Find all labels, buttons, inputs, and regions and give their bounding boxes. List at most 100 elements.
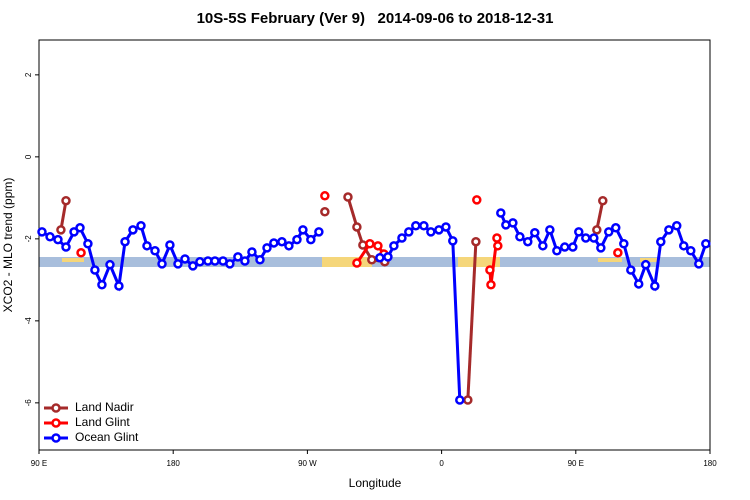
data-point xyxy=(277,236,287,247)
data-point xyxy=(419,220,429,231)
data-point xyxy=(441,222,451,232)
x-tick-label: 90 W xyxy=(298,459,317,468)
data-point xyxy=(45,232,55,242)
data-point xyxy=(195,257,205,267)
data-point xyxy=(486,280,496,290)
data-point xyxy=(97,280,107,290)
data-point xyxy=(284,241,294,251)
x-axis-label: Longitude xyxy=(349,476,402,490)
data-point xyxy=(233,252,243,262)
data-point xyxy=(596,243,606,253)
land-band xyxy=(598,258,622,262)
data-point xyxy=(568,242,578,252)
data-point xyxy=(664,225,674,235)
data-point xyxy=(314,227,324,237)
y-tick-label: -2 xyxy=(24,235,33,243)
data-point xyxy=(365,239,375,249)
data-point xyxy=(560,242,570,252)
data-point xyxy=(225,259,235,269)
data-point xyxy=(352,222,362,232)
data-point xyxy=(471,236,481,247)
data-point xyxy=(292,234,302,245)
data-point xyxy=(69,227,79,237)
data-point xyxy=(613,248,623,258)
data-point xyxy=(694,259,704,269)
data-point xyxy=(83,239,93,249)
data-point xyxy=(247,247,257,257)
data-point xyxy=(262,243,272,253)
data-point xyxy=(90,265,100,275)
data-point xyxy=(448,236,458,246)
data-point xyxy=(76,248,86,258)
y-tick-label: 2 xyxy=(24,72,33,77)
y-tick-label: -6 xyxy=(24,399,33,407)
data-point xyxy=(701,239,711,249)
data-point xyxy=(142,241,152,251)
data-point xyxy=(496,208,506,218)
data-point xyxy=(343,192,353,202)
data-point xyxy=(320,191,330,201)
data-point xyxy=(671,220,682,231)
y-tick-label: -4 xyxy=(24,317,33,325)
data-point xyxy=(530,227,540,238)
legend-swatch-marker xyxy=(51,433,61,443)
data-point xyxy=(188,261,198,271)
legend-swatch-marker xyxy=(51,403,61,413)
data-point xyxy=(686,245,696,256)
data-point xyxy=(298,225,308,235)
legend-label: Land Glint xyxy=(75,415,130,429)
data-point xyxy=(455,395,465,405)
data-point xyxy=(210,256,220,266)
data-point xyxy=(592,225,602,235)
data-point xyxy=(426,227,436,237)
data-point xyxy=(136,220,146,231)
data-point xyxy=(492,233,502,243)
data-point xyxy=(472,195,482,205)
y-axis-label: XCO2 - MLO trend (ppm) xyxy=(1,178,15,313)
data-point xyxy=(105,259,115,270)
data-point xyxy=(320,207,330,217)
data-point xyxy=(255,255,265,265)
data-point xyxy=(120,236,130,247)
x-tick-label: 90 E xyxy=(568,459,584,468)
data-point xyxy=(656,236,666,247)
data-point xyxy=(598,195,608,206)
data-point xyxy=(515,232,525,242)
series-line xyxy=(379,224,462,401)
data-point xyxy=(679,241,689,251)
data-point xyxy=(411,220,421,231)
data-point xyxy=(640,259,651,270)
data-point xyxy=(53,234,63,245)
legend-label: Land Nadir xyxy=(75,400,134,414)
x-tick-label: 90 E xyxy=(31,459,47,468)
legend-swatch-marker xyxy=(51,418,61,428)
y-tick-label: 0 xyxy=(24,154,33,159)
legend-label: Ocean Glint xyxy=(75,430,139,444)
data-point xyxy=(538,241,548,251)
data-point xyxy=(463,395,473,405)
data-point xyxy=(589,233,599,243)
data-point xyxy=(581,233,591,243)
data-point xyxy=(383,252,393,262)
data-point xyxy=(75,223,85,233)
data-point xyxy=(493,241,503,251)
data-point xyxy=(56,225,66,235)
data-point xyxy=(650,281,660,291)
land-band xyxy=(640,258,660,262)
data-point xyxy=(397,233,407,243)
data-point xyxy=(545,225,555,235)
data-point xyxy=(367,255,377,265)
data-point xyxy=(157,259,167,269)
data-point xyxy=(173,259,183,269)
data-point xyxy=(37,227,47,237)
series-line xyxy=(595,200,605,231)
series-line xyxy=(466,241,478,401)
data-point xyxy=(306,234,316,245)
data-point xyxy=(352,258,362,268)
x-tick-label: 180 xyxy=(167,459,181,468)
data-point xyxy=(269,238,279,248)
land-band xyxy=(458,257,500,267)
land-band xyxy=(322,257,372,267)
